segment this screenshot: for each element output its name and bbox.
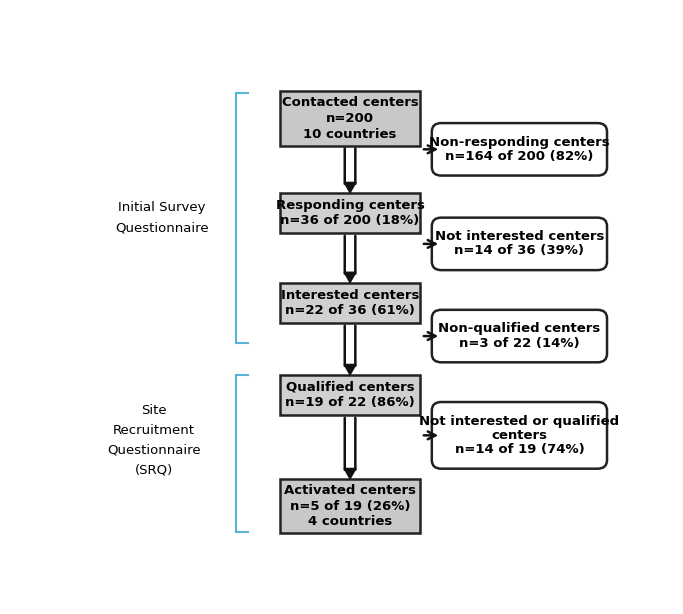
Text: 10 countries: 10 countries [303,128,397,141]
FancyBboxPatch shape [432,217,607,270]
Text: (SRQ): (SRQ) [135,464,173,476]
Text: n=19 of 22 (86%): n=19 of 22 (86%) [285,397,415,410]
Polygon shape [344,272,356,282]
FancyBboxPatch shape [432,123,607,176]
FancyBboxPatch shape [280,375,420,415]
Polygon shape [344,468,356,479]
FancyBboxPatch shape [280,193,420,233]
Text: Non-responding centers: Non-responding centers [429,136,610,149]
FancyBboxPatch shape [432,402,607,468]
Text: 4 countries: 4 countries [308,515,392,529]
Text: Recruitment: Recruitment [113,424,195,437]
Text: Interested centers: Interested centers [281,289,419,301]
FancyBboxPatch shape [280,283,420,323]
Text: n=3 of 22 (14%): n=3 of 22 (14%) [459,336,580,349]
FancyBboxPatch shape [280,91,420,146]
Text: Activated centers: Activated centers [284,484,416,497]
Text: n=14 of 36 (39%): n=14 of 36 (39%) [454,244,585,257]
FancyBboxPatch shape [432,310,607,362]
Text: n=36 of 200 (18%): n=36 of 200 (18%) [281,214,419,227]
Text: n=5 of 19 (26%): n=5 of 19 (26%) [290,500,410,513]
Text: Not interested or qualified: Not interested or qualified [419,414,619,428]
Text: Questionnaire: Questionnaire [115,222,209,235]
Polygon shape [344,365,356,375]
Text: Initial Survey: Initial Survey [118,201,206,214]
Text: n=22 of 36 (61%): n=22 of 36 (61%) [285,305,415,317]
Text: Non-qualified centers: Non-qualified centers [438,322,600,335]
FancyBboxPatch shape [280,479,420,534]
Text: Contacted centers: Contacted centers [281,96,419,109]
Text: Responding centers: Responding centers [276,199,424,212]
Text: Qualified centers: Qualified centers [285,381,415,394]
Text: Questionnaire: Questionnaire [107,443,201,457]
Text: n=164 of 200 (82%): n=164 of 200 (82%) [445,150,594,163]
Text: n=200: n=200 [326,112,374,125]
Text: centers: centers [492,429,547,442]
Text: Site: Site [141,404,167,417]
Polygon shape [344,182,356,193]
Text: Not interested centers: Not interested centers [435,230,604,243]
Text: n=14 of 19 (74%): n=14 of 19 (74%) [455,443,584,456]
